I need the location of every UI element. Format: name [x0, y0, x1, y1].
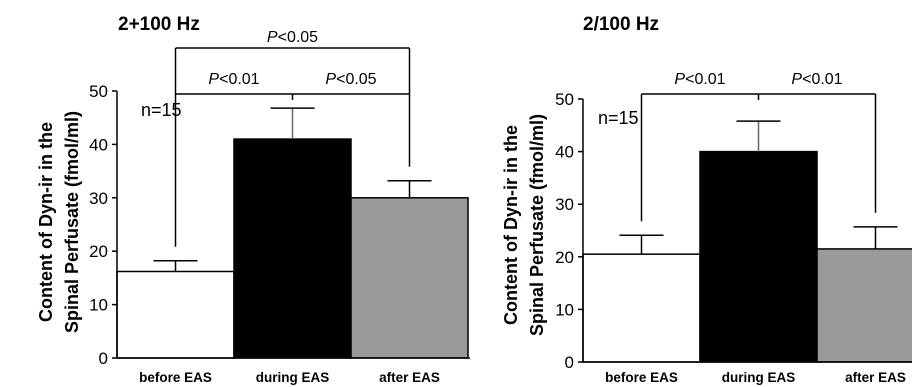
bar-after-eas [350, 197, 469, 359]
sample-size-annotation: n=15 [598, 108, 639, 128]
x-category-label: before EAS [139, 370, 212, 385]
y-tick-label: 10 [89, 296, 108, 315]
p-value-label: P<0.01 [791, 71, 842, 88]
x-category-label: after EAS [845, 370, 906, 385]
chart-title: 2+100 Hz [118, 14, 200, 35]
bar-before-eas [116, 270, 235, 359]
y-axis-label-line: Content of Dyn-ir in the [501, 125, 521, 325]
y-axis-label-line: Content of Dyn-ir in the [36, 122, 56, 322]
x-category-label: after EAS [379, 370, 440, 385]
panel-2-100hz: 2+100 Hz Content of Dyn-ir in the Spinal P… [36, 14, 470, 385]
bar-during-eas [233, 138, 352, 359]
y-axis-label-line: Spinal Perfusate (fmol/ml) [62, 111, 82, 333]
x-category-label: during EAS [722, 370, 796, 385]
y-tick-label: 10 [555, 300, 574, 319]
y-tick-label: 20 [555, 248, 574, 267]
p-value-label: P<0.05 [325, 71, 376, 88]
y-tick-label: 40 [89, 135, 108, 154]
x-category-label: during EAS [256, 370, 330, 385]
y-tick-label: 50 [555, 90, 574, 109]
y-tick-label: 0 [99, 349, 108, 368]
x-category-label: before EAS [605, 370, 678, 385]
y-axis-label-line: Spinal Perfusate (fmol/ml) [527, 114, 547, 336]
y-tick-label: 20 [89, 242, 108, 261]
chart-title: 2/100 Hz [583, 14, 659, 35]
sample-size-annotation: n=15 [141, 100, 182, 120]
y-tick-label: 0 [565, 353, 574, 372]
bar-before-eas [582, 253, 701, 363]
p-value-label: P<0.01 [674, 71, 725, 88]
p-value-label: P<0.01 [208, 71, 259, 88]
y-tick-label: 30 [89, 189, 108, 208]
bar-after-eas [816, 248, 912, 363]
y-tick-label: 40 [555, 143, 574, 162]
p-value-label: P<0.05 [267, 29, 318, 46]
bar-during-eas [699, 150, 818, 363]
y-tick-label: 30 [555, 195, 574, 214]
y-tick-label: 50 [89, 82, 108, 101]
panel-2-slash-100hz: 2/100 Hz Content of Dyn-ir in the Spinal P… [501, 14, 912, 385]
